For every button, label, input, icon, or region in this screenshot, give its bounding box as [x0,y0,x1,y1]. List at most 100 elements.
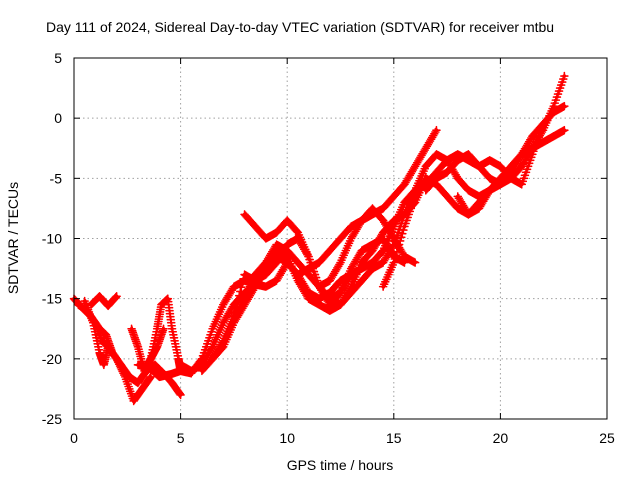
data-point [381,248,385,253]
data-point [551,134,556,139]
data-point [136,381,140,385]
data-point [434,176,439,181]
data-point [392,236,396,241]
data-point [530,134,535,139]
x-tick-labels: 0 5 10 15 20 25 [70,430,615,446]
data-point [242,272,247,277]
data-point [562,74,567,78]
data-point [498,164,503,169]
data-point [123,375,127,379]
x-tick-label: 25 [599,430,615,446]
data-point [274,248,279,253]
data-point [97,351,102,355]
data-point [148,357,153,361]
data-point [189,369,194,373]
y-tick-label: -25 [42,411,62,427]
series-3 [86,291,121,311]
data-point [264,272,268,277]
data-point [562,128,567,132]
data-point [253,278,258,283]
data-point [392,260,396,265]
y-tick-label: -20 [42,351,62,367]
data-point [509,164,513,169]
data-point [455,176,460,181]
y-tick-labels: 5 0 -5 -10 -15 -20 -25 [42,50,62,427]
data-point [106,345,110,349]
data-point [487,176,492,181]
data-point [82,299,87,303]
data-point [306,272,311,277]
data-point [477,164,481,169]
data-point [445,170,449,175]
data-point [264,236,268,241]
data-point [210,357,215,361]
data-point [296,230,300,235]
data-point [381,206,385,211]
data-point [360,278,364,283]
data-point [423,146,428,151]
data-point [349,236,353,241]
data-point [221,320,226,325]
data-point [328,296,332,301]
y-tick-label: 5 [54,50,62,66]
y-tick-label: 0 [54,110,62,126]
data-point [466,188,471,193]
series-11 [240,210,356,303]
data-point [221,302,226,307]
data-point [317,284,321,289]
data-point [434,170,439,175]
data-point [232,314,236,319]
data-point [232,320,236,325]
data-point [402,200,407,205]
data-point [466,212,471,217]
data-point [317,296,321,301]
data-point [498,176,503,181]
series-2 [80,296,113,370]
data-point [370,248,375,253]
data-point [413,164,417,169]
data-point [99,338,104,343]
data-point [170,381,174,385]
data-point [423,188,428,193]
data-point [102,363,106,367]
data-point [97,294,102,299]
data-point [338,290,343,295]
data-point [413,260,417,265]
data-point [445,158,449,163]
x-tick-label: 5 [177,430,185,446]
data-point [148,375,153,379]
data-point [530,152,535,157]
data-point [455,152,460,157]
data-point [274,242,279,247]
axis-ticks [73,57,608,420]
data-point [242,302,247,307]
data-point [360,260,364,265]
data-point [338,302,343,307]
data-point [178,363,183,367]
data-point [296,278,300,283]
data-point [445,194,449,199]
data-point [402,260,407,265]
data-point [328,248,332,253]
data-point [381,218,385,223]
x-tick-label: 15 [386,430,402,446]
x-axis-label: GPS time / hours [287,457,394,473]
data-point [157,375,162,379]
y-tick-label: -15 [42,291,62,307]
data-point [89,302,93,307]
data-point [519,164,524,169]
data-point [413,194,417,199]
data-point [455,194,460,199]
data-point [155,326,159,331]
series-markers [208,174,431,364]
data-point [166,296,170,301]
data-point [370,266,375,271]
data-point [381,230,385,235]
data-series [69,71,569,406]
data-point [402,224,407,229]
data-point [242,212,247,217]
data-point [296,260,300,265]
data-point [146,365,151,370]
data-point [178,369,183,373]
